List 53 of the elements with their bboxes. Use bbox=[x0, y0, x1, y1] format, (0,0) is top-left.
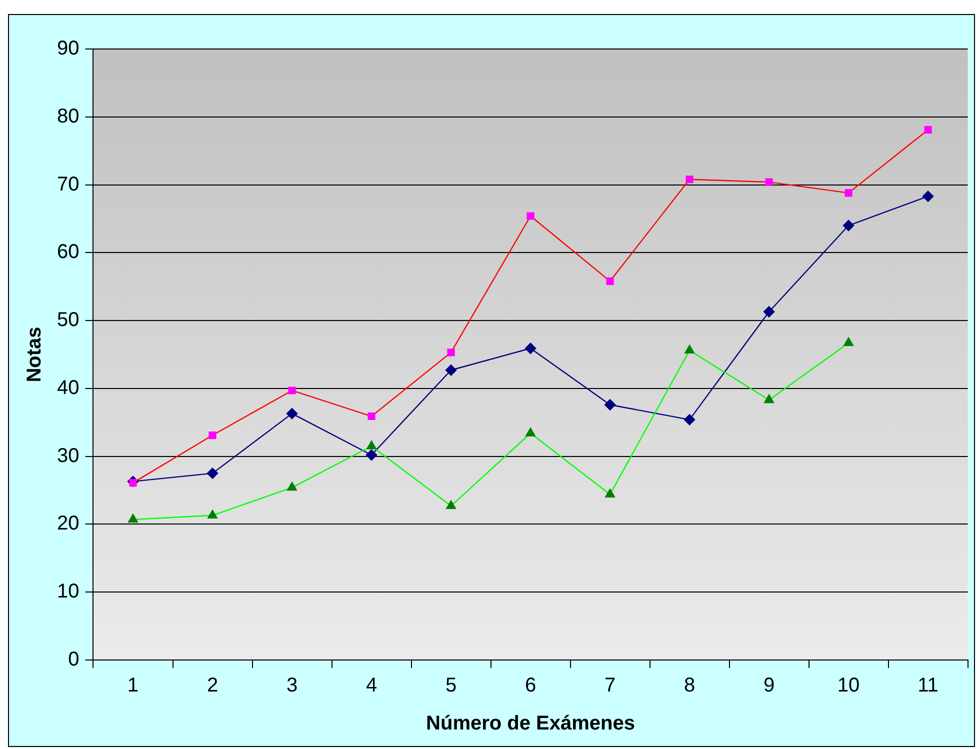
point bbox=[686, 176, 694, 184]
point bbox=[206, 468, 218, 479]
x-tick-label: 11 bbox=[918, 674, 938, 697]
point bbox=[446, 500, 456, 509]
point bbox=[366, 449, 378, 461]
point bbox=[447, 348, 455, 356]
point bbox=[526, 428, 536, 436]
x-tick-label: 9 bbox=[763, 674, 775, 697]
point bbox=[684, 344, 694, 354]
point bbox=[924, 126, 932, 134]
point bbox=[208, 432, 216, 440]
x-tick-label: 10 bbox=[837, 674, 860, 697]
point bbox=[526, 212, 534, 220]
x-tick-label: 1 bbox=[127, 674, 139, 697]
point bbox=[684, 414, 696, 426]
x-tick-label: 4 bbox=[366, 674, 378, 697]
y-tick-label: 50 bbox=[56, 309, 80, 332]
point bbox=[605, 488, 615, 498]
x-tick-label: 7 bbox=[604, 674, 616, 697]
point bbox=[128, 514, 138, 523]
point bbox=[208, 510, 218, 518]
point bbox=[288, 386, 296, 394]
point bbox=[842, 220, 854, 232]
x-tick-label: 8 bbox=[684, 674, 696, 697]
x-axis-title: Número de Exámenes bbox=[426, 712, 636, 735]
point bbox=[286, 408, 298, 420]
point bbox=[764, 394, 774, 404]
y-tick-label: 40 bbox=[56, 376, 80, 399]
y-tick-label: 90 bbox=[56, 38, 80, 60]
y-tick-label: 20 bbox=[56, 512, 80, 535]
point bbox=[844, 337, 854, 346]
point bbox=[524, 342, 536, 354]
y-tick-label: 60 bbox=[56, 241, 80, 264]
x-tick-label: 5 bbox=[445, 674, 457, 697]
y-axis-title: Notas bbox=[24, 326, 46, 382]
x-tick-label: 3 bbox=[286, 674, 298, 697]
point bbox=[445, 364, 457, 376]
point bbox=[763, 306, 775, 318]
point bbox=[366, 440, 376, 450]
point bbox=[844, 189, 852, 197]
point bbox=[368, 412, 376, 420]
point bbox=[765, 178, 773, 186]
point bbox=[606, 277, 614, 285]
point bbox=[922, 190, 934, 202]
point bbox=[604, 399, 616, 410]
y-tick-label: 10 bbox=[56, 580, 80, 603]
y-tick-label: 80 bbox=[56, 105, 80, 128]
y-tick-label: 0 bbox=[68, 648, 80, 671]
x-tick-label: 6 bbox=[524, 674, 536, 697]
x-tick-label: 2 bbox=[206, 674, 218, 697]
point bbox=[287, 482, 297, 491]
y-tick-label: 70 bbox=[56, 173, 80, 196]
y-tick-label: 30 bbox=[56, 444, 80, 467]
